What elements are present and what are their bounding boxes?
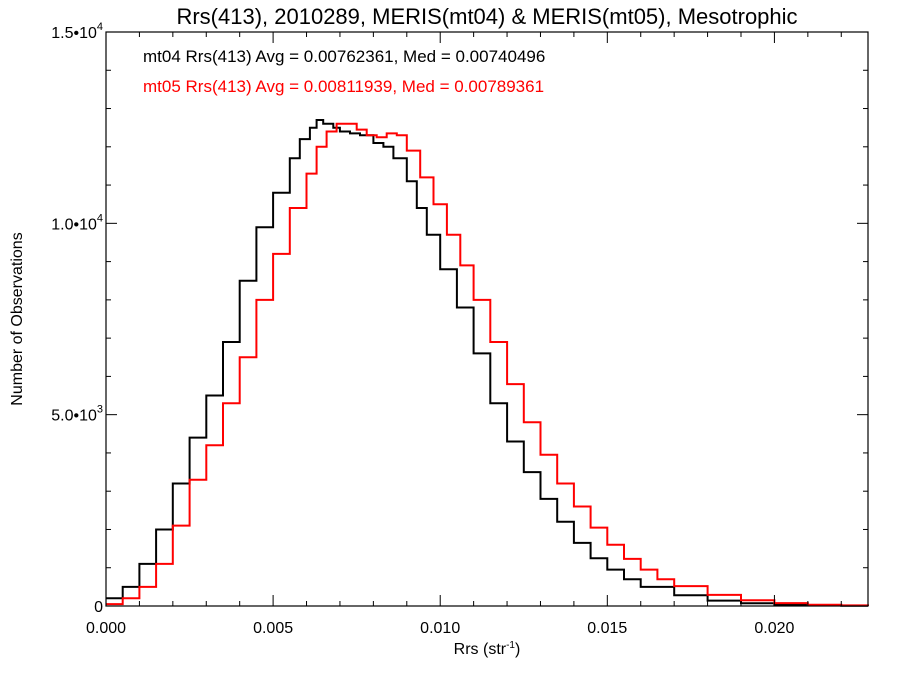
y-axis-label: Number of Observations: [9, 232, 26, 405]
plot-frame: [105, 31, 869, 607]
tick-layer: 0.000 0.005 0.010 0.015 0.020 0 5.0•103 1.0•104…: [51, 21, 868, 637]
x-tick-label-2: 0.010: [420, 620, 460, 637]
y-tick-label-1: 5.0•103: [51, 404, 103, 425]
series-line-0: [106, 119, 869, 607]
chart-title: Rrs(413), 2010289, MERIS(mt04) & MERIS(m…: [176, 4, 797, 29]
x-axis-label: Rrs (str-1): [454, 640, 521, 658]
x-tick-label-4: 0.020: [754, 620, 794, 637]
x-tick-label-3: 0.015: [587, 620, 627, 637]
x-axis-label-sup: -1: [506, 640, 515, 651]
y-tick-label-2: 1.0•104: [51, 212, 103, 233]
annotation-mt05: mt05 Rrs(413) Avg = 0.00811939, Med = 0.…: [143, 77, 544, 96]
x-axis-label-close: ): [515, 641, 520, 658]
x-tick-label-1: 0.005: [253, 620, 293, 637]
y-tick-label-0: 0: [94, 599, 103, 616]
y-tick-label-3: 1.5•104: [51, 21, 103, 42]
series-layer: [106, 119, 869, 607]
annotation-mt04: mt04 Rrs(413) Avg = 0.00762361, Med = 0.…: [143, 47, 545, 66]
x-axis-label-main: Rrs (str: [454, 641, 507, 658]
x-tick-label-0: 0.000: [86, 620, 126, 637]
series-line-1: [106, 122, 869, 607]
